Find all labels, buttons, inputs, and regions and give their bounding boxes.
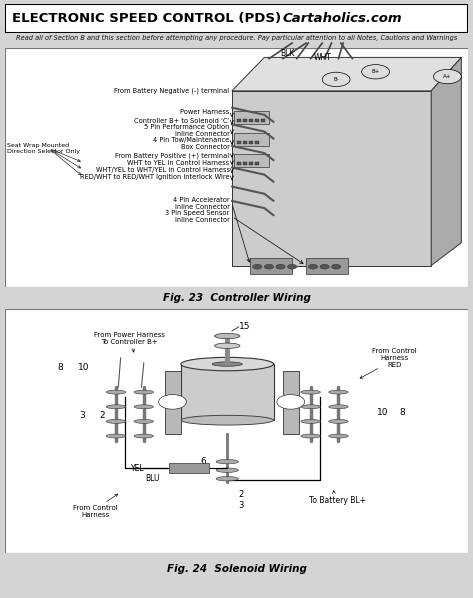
Text: From Control
Harness
RED: From Control Harness RED	[372, 348, 417, 368]
Bar	[236, 162, 241, 165]
Text: Power Harness: Power Harness	[180, 109, 229, 115]
Text: Fig. 23  Controller Wiring: Fig. 23 Controller Wiring	[163, 293, 310, 303]
Text: 6: 6	[200, 457, 206, 466]
Ellipse shape	[106, 405, 126, 408]
Circle shape	[433, 69, 461, 84]
Bar	[243, 162, 247, 165]
Text: From Battery Negative (-) terminal: From Battery Negative (-) terminal	[114, 88, 229, 94]
Ellipse shape	[181, 358, 273, 371]
Ellipse shape	[301, 390, 320, 394]
Text: 4 Pin Tow/Maintenance
Box Connector: 4 Pin Tow/Maintenance Box Connector	[153, 137, 229, 150]
Bar	[248, 141, 253, 144]
Ellipse shape	[329, 434, 348, 438]
Text: 15: 15	[239, 322, 250, 331]
Text: 3 Pin Speed Sensor
Inline Connector: 3 Pin Speed Sensor Inline Connector	[165, 210, 229, 223]
Ellipse shape	[106, 434, 126, 438]
Circle shape	[264, 264, 273, 269]
Ellipse shape	[216, 468, 238, 472]
Bar	[248, 162, 253, 165]
Text: Fig. 24  Solenoid Wiring: Fig. 24 Solenoid Wiring	[166, 565, 307, 574]
Polygon shape	[232, 91, 431, 266]
Polygon shape	[283, 371, 299, 434]
Text: 10: 10	[377, 408, 388, 417]
Text: B-: B-	[333, 77, 339, 82]
Bar	[236, 119, 241, 122]
Text: From Battery Positive (+) terminal: From Battery Positive (+) terminal	[115, 152, 229, 158]
Circle shape	[158, 395, 186, 409]
Ellipse shape	[106, 390, 126, 394]
Ellipse shape	[214, 333, 240, 338]
Text: YEL: YEL	[131, 465, 145, 474]
Ellipse shape	[329, 419, 348, 423]
Text: 8: 8	[58, 363, 63, 372]
Ellipse shape	[216, 477, 238, 481]
Text: A+: A+	[443, 74, 452, 79]
Text: 2: 2	[238, 490, 244, 499]
Text: 3: 3	[238, 501, 244, 510]
Ellipse shape	[214, 343, 240, 349]
Text: Seat Wrap Mounted
Direction Selector Only: Seat Wrap Mounted Direction Selector Onl…	[7, 143, 80, 154]
Text: 3: 3	[80, 411, 86, 420]
Bar	[234, 111, 269, 124]
Text: 10: 10	[78, 363, 89, 372]
Circle shape	[253, 264, 262, 269]
Bar	[234, 133, 269, 146]
Bar	[243, 141, 247, 144]
Circle shape	[308, 264, 318, 269]
Bar	[234, 154, 269, 167]
Ellipse shape	[134, 419, 154, 423]
Bar	[243, 119, 247, 122]
Ellipse shape	[212, 362, 242, 366]
Text: BLU: BLU	[145, 474, 159, 483]
Circle shape	[277, 395, 305, 409]
Text: To Battery BL+: To Battery BL+	[309, 496, 366, 505]
Circle shape	[362, 65, 389, 79]
Bar	[254, 119, 259, 122]
Circle shape	[276, 264, 285, 269]
Text: 5 Pin Performance Option
Inline Connector: 5 Pin Performance Option Inline Connecto…	[144, 124, 229, 137]
Bar	[248, 119, 253, 122]
Text: From Control
Harness: From Control Harness	[73, 505, 117, 518]
Text: Controller B+ to Solenoid ‘C’: Controller B+ to Solenoid ‘C’	[134, 118, 229, 124]
Text: BLK: BLK	[280, 49, 295, 59]
Text: 8: 8	[400, 408, 405, 417]
Polygon shape	[165, 371, 181, 434]
Text: Cartaholics.com: Cartaholics.com	[283, 12, 403, 25]
Ellipse shape	[329, 390, 348, 394]
Ellipse shape	[301, 419, 320, 423]
Ellipse shape	[301, 434, 320, 438]
Bar	[254, 141, 259, 144]
Ellipse shape	[329, 405, 348, 408]
Polygon shape	[431, 57, 461, 266]
Text: WHT to YEL in Control Harness: WHT to YEL in Control Harness	[127, 160, 229, 166]
Text: 2: 2	[99, 411, 105, 420]
Ellipse shape	[301, 405, 320, 408]
Ellipse shape	[181, 415, 273, 425]
Bar	[254, 162, 259, 165]
Bar	[169, 463, 209, 472]
Circle shape	[322, 72, 350, 87]
Text: Read all of Section B and this section before attempting any procedure. Pay part: Read all of Section B and this section b…	[16, 35, 457, 41]
Text: ELECTRONIC SPEED CONTROL (PDS): ELECTRONIC SPEED CONTROL (PDS)	[12, 12, 281, 25]
Text: B+: B+	[371, 69, 380, 74]
Ellipse shape	[134, 390, 154, 394]
Text: From Power Harness
To Controller B+: From Power Harness To Controller B+	[95, 332, 166, 345]
Bar	[181, 364, 273, 420]
Circle shape	[332, 264, 341, 269]
Polygon shape	[232, 57, 461, 91]
Ellipse shape	[106, 419, 126, 423]
Text: WHT/YEL to WHT/YEL in Control Harness: WHT/YEL to WHT/YEL in Control Harness	[96, 167, 229, 173]
Text: RED/WHT to RED/WHT Ignition Interlock Wire: RED/WHT to RED/WHT Ignition Interlock Wi…	[80, 174, 229, 180]
Ellipse shape	[216, 459, 238, 464]
Bar	[236, 141, 241, 144]
Text: WHT: WHT	[313, 53, 331, 62]
Ellipse shape	[134, 405, 154, 408]
Bar	[261, 119, 265, 122]
Bar	[250, 258, 292, 274]
Text: 4 Pin Accelerator
Inline Connector: 4 Pin Accelerator Inline Connector	[173, 197, 229, 210]
Ellipse shape	[134, 434, 154, 438]
Bar	[306, 258, 348, 274]
Circle shape	[288, 264, 297, 269]
Circle shape	[320, 264, 329, 269]
